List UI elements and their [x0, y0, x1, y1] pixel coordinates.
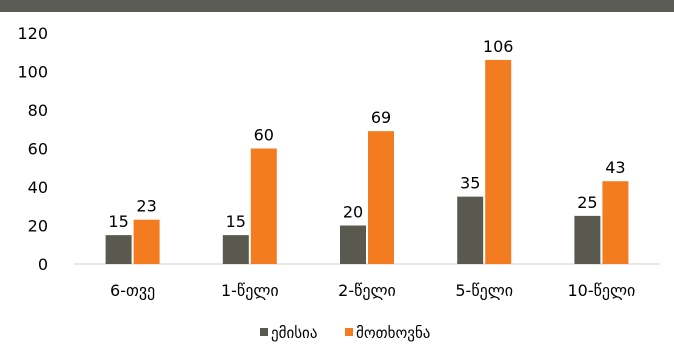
- legend-label: ემისია: [271, 324, 317, 342]
- bar-series1: [457, 196, 484, 264]
- data-label: 69: [371, 108, 391, 127]
- bar-series2: [368, 131, 394, 264]
- legend-label: მოთხოვნა: [356, 324, 430, 342]
- category-label: 2-წელი: [338, 281, 396, 300]
- bar-series1: [105, 235, 132, 264]
- category-label: 10-წელი: [567, 281, 635, 300]
- data-label: 23: [136, 197, 156, 216]
- y-tick-label: 0: [38, 255, 48, 274]
- data-label: 43: [605, 158, 625, 177]
- bar-series2: [602, 181, 629, 264]
- bar-series2: [133, 219, 160, 264]
- bar-series1: [574, 215, 601, 264]
- data-label: 106: [483, 37, 514, 56]
- y-tick-label: 80: [28, 101, 48, 120]
- data-label: 20: [343, 203, 363, 222]
- legend-swatch: [345, 328, 353, 336]
- data-label: 15: [226, 212, 246, 231]
- bar-series2: [250, 148, 277, 264]
- category-label: 6-თვე: [110, 281, 155, 300]
- category-label: 1-წელი: [221, 281, 279, 300]
- legend-swatch: [260, 328, 268, 336]
- data-label: 15: [108, 212, 128, 231]
- data-label: 25: [577, 193, 597, 212]
- data-label: 35: [460, 174, 480, 193]
- bar-series1: [340, 225, 366, 264]
- bar-series1: [222, 235, 249, 264]
- bar-series2: [485, 59, 512, 265]
- category-label: 5-წელი: [455, 281, 513, 300]
- data-label: 60: [254, 126, 274, 145]
- y-tick-label: 120: [17, 24, 48, 43]
- y-tick-label: 60: [28, 140, 48, 159]
- title-band: [0, 0, 674, 12]
- y-tick-label: 100: [17, 63, 48, 82]
- y-tick-label: 20: [28, 217, 48, 236]
- y-tick-label: 40: [28, 178, 48, 197]
